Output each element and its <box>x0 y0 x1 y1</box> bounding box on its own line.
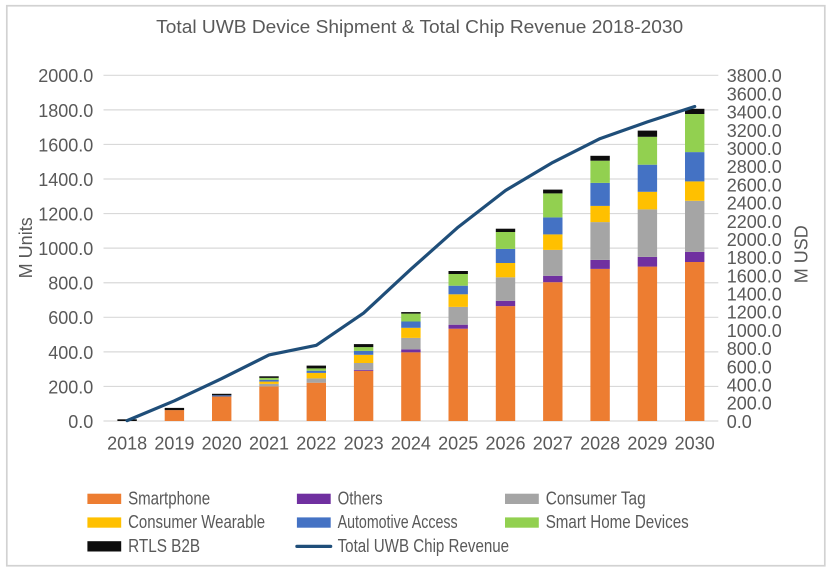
svg-text:Smartphone: Smartphone <box>128 489 210 509</box>
svg-text:1800.0: 1800.0 <box>727 248 782 268</box>
svg-text:1000.0: 1000.0 <box>727 321 782 341</box>
svg-text:1200.0: 1200.0 <box>727 303 782 323</box>
svg-text:Automotive Access: Automotive Access <box>338 512 458 532</box>
svg-text:2020: 2020 <box>202 433 242 453</box>
svg-text:400.0: 400.0 <box>48 343 93 363</box>
svg-text:M Units: M Units <box>16 217 36 278</box>
svg-text:2000.0: 2000.0 <box>727 230 782 250</box>
svg-text:2600.0: 2600.0 <box>727 175 782 195</box>
svg-text:Consumer Wearable: Consumer Wearable <box>128 512 265 532</box>
svg-text:600.0: 600.0 <box>48 308 93 328</box>
svg-text:RTLS B2B: RTLS B2B <box>128 536 200 556</box>
svg-text:2028: 2028 <box>580 433 620 453</box>
svg-text:2021: 2021 <box>249 433 289 453</box>
svg-text:2400.0: 2400.0 <box>727 194 782 214</box>
svg-text:200.0: 200.0 <box>727 394 772 414</box>
svg-text:2024: 2024 <box>391 433 431 453</box>
svg-text:Total UWB Chip Revenue: Total UWB Chip Revenue <box>338 536 510 556</box>
svg-text:2018: 2018 <box>107 433 147 453</box>
svg-text:2029: 2029 <box>627 433 667 453</box>
svg-text:1000.0: 1000.0 <box>38 239 93 259</box>
svg-text:2019: 2019 <box>154 433 194 453</box>
svg-text:200.0: 200.0 <box>48 377 93 397</box>
svg-text:1600.0: 1600.0 <box>38 135 93 155</box>
svg-text:3200.0: 3200.0 <box>727 121 782 141</box>
svg-text:2025: 2025 <box>438 433 478 453</box>
svg-text:Smart Home Devices: Smart Home Devices <box>546 512 689 532</box>
svg-text:800.0: 800.0 <box>727 339 772 359</box>
svg-text:600.0: 600.0 <box>727 357 772 377</box>
svg-text:3000.0: 3000.0 <box>727 139 782 159</box>
svg-text:Others: Others <box>338 489 383 509</box>
svg-text:3800.0: 3800.0 <box>727 66 782 86</box>
svg-text:1800.0: 1800.0 <box>38 101 93 121</box>
svg-text:2000.0: 2000.0 <box>38 66 93 86</box>
svg-text:800.0: 800.0 <box>48 274 93 294</box>
svg-text:2026: 2026 <box>485 433 525 453</box>
svg-text:1200.0: 1200.0 <box>38 205 93 225</box>
svg-text:3600.0: 3600.0 <box>727 84 782 104</box>
svg-text:Total UWB Device Shipment & To: Total UWB Device Shipment & Total Chip R… <box>156 17 683 37</box>
svg-text:400.0: 400.0 <box>727 376 772 396</box>
svg-text:2023: 2023 <box>344 433 384 453</box>
svg-text:3400.0: 3400.0 <box>727 103 782 123</box>
svg-text:2030: 2030 <box>675 433 715 453</box>
svg-text:2200.0: 2200.0 <box>727 212 782 232</box>
svg-text:Consumer Tag: Consumer Tag <box>546 489 646 509</box>
svg-text:1400.0: 1400.0 <box>727 285 782 305</box>
svg-text:1600.0: 1600.0 <box>727 266 782 286</box>
svg-text:M USD: M USD <box>792 225 812 283</box>
svg-text:0.0: 0.0 <box>68 412 93 432</box>
svg-text:2800.0: 2800.0 <box>727 157 782 177</box>
svg-text:0.0: 0.0 <box>727 412 752 432</box>
svg-text:2027: 2027 <box>533 433 573 453</box>
svg-text:1400.0: 1400.0 <box>38 170 93 190</box>
svg-text:2022: 2022 <box>296 433 336 453</box>
